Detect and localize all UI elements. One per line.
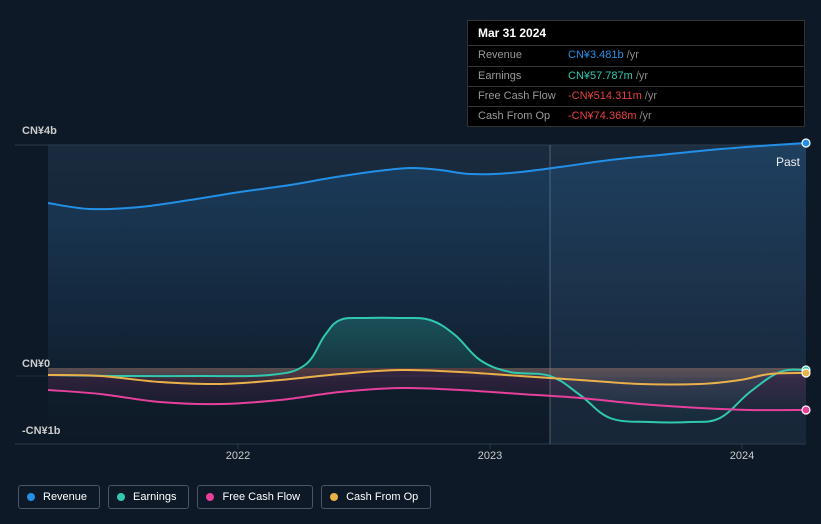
tooltip-row: Cash From Op-CN¥74.368m /yr [468, 106, 804, 126]
tooltip-unit: /yr [636, 70, 648, 83]
legend-label: Revenue [43, 491, 87, 503]
tooltip-date: Mar 31 2024 [468, 21, 804, 45]
legend-label: Cash From Op [346, 491, 418, 503]
legend-item-free-cash-flow[interactable]: Free Cash Flow [197, 485, 313, 509]
past-label: Past [776, 155, 800, 169]
legend-label: Free Cash Flow [222, 491, 300, 503]
x-axis-label: 2024 [730, 450, 754, 462]
tooltip-row: Free Cash Flow-CN¥514.311m /yr [468, 86, 804, 106]
tooltip-value: CN¥3.481b [568, 49, 624, 62]
tooltip-value: -CN¥514.311m [568, 90, 642, 103]
legend-label: Earnings [133, 491, 176, 503]
tooltip-unit: /yr [627, 49, 639, 62]
x-axis-label: 2023 [478, 450, 502, 462]
tooltip-label: Free Cash Flow [478, 90, 568, 103]
y-axis-label: CN¥4b [22, 125, 57, 137]
tooltip-label: Revenue [478, 49, 568, 62]
legend-dot-icon [117, 493, 125, 501]
legend-dot-icon [27, 493, 35, 501]
legend-item-revenue[interactable]: Revenue [18, 485, 100, 509]
tooltip-label: Earnings [478, 70, 568, 83]
tooltip-row: RevenueCN¥3.481b /yr [468, 45, 804, 65]
tooltip-unit: /yr [639, 110, 651, 123]
y-axis-label: CN¥0 [22, 358, 50, 370]
legend-dot-icon [206, 493, 214, 501]
chart-legend: Revenue Earnings Free Cash Flow Cash From O… [18, 485, 431, 509]
legend-item-earnings[interactable]: Earnings [108, 485, 189, 509]
chart-tooltip: Mar 31 2024 RevenueCN¥3.481b /yrEarnings… [467, 20, 805, 127]
tooltip-row: EarningsCN¥57.787m /yr [468, 66, 804, 86]
y-axis-label: -CN¥1b [22, 425, 61, 437]
tooltip-unit: /yr [645, 90, 657, 103]
x-axis-label: 2022 [226, 450, 250, 462]
tooltip-value: -CN¥74.368m [568, 110, 636, 123]
tooltip-value: CN¥57.787m [568, 70, 633, 83]
legend-item-cash-from-op[interactable]: Cash From Op [321, 485, 431, 509]
legend-dot-icon [330, 493, 338, 501]
tooltip-label: Cash From Op [478, 110, 568, 123]
